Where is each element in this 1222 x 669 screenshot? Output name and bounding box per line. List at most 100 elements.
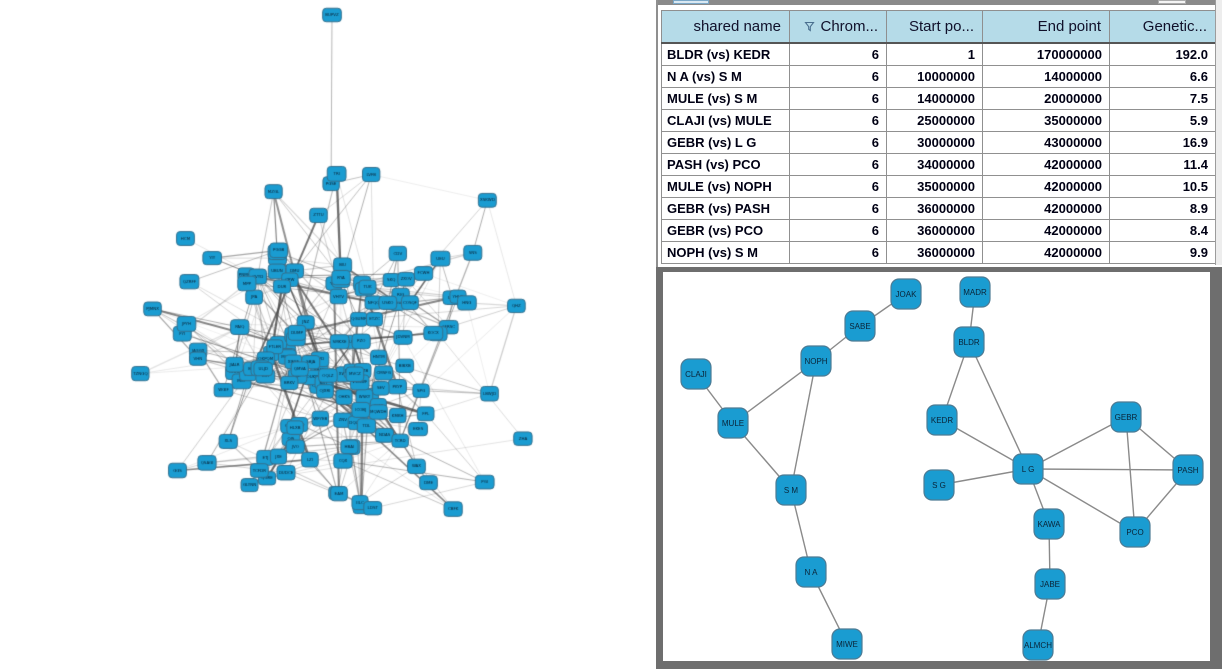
network-node-GEBR[interactable]: GEBR: [1110, 401, 1142, 433]
network-edge-NOPH-SM[interactable]: [790, 360, 817, 491]
node-shape[interactable]: [953, 326, 985, 358]
table-cell[interactable]: 30000000: [886, 131, 983, 154]
node-shape[interactable]: [1022, 629, 1054, 661]
network-node-BLDR[interactable]: BLDR: [953, 326, 985, 358]
node-shape[interactable]: [800, 345, 832, 377]
node-shape[interactable]: [1172, 454, 1204, 486]
table-cell[interactable]: 10000000: [886, 65, 983, 88]
horizontal-scrollbar[interactable]: [658, 0, 1215, 5]
column-header-genetic[interactable]: Genetic...: [1109, 10, 1216, 44]
table-cell[interactable]: 5.9: [1109, 109, 1216, 132]
table-row[interactable]: PASH (vs) PCO 6 34000000 42000000 11.4: [661, 153, 1216, 176]
network-node-PASH[interactable]: PASH: [1172, 454, 1204, 486]
table-cell[interactable]: 6: [789, 42, 887, 66]
network-node-SABE[interactable]: SABE: [844, 310, 876, 342]
network-edge-BLDR-LG[interactable]: [968, 341, 1029, 470]
table-cell[interactable]: 25000000: [886, 109, 983, 132]
table-cell[interactable]: 7.5: [1109, 87, 1216, 110]
table-cell[interactable]: 6: [789, 109, 887, 132]
table-cell[interactable]: 43000000: [982, 131, 1110, 154]
table-cell[interactable]: 20000000: [982, 87, 1110, 110]
network-node-NA[interactable]: N A: [795, 556, 827, 588]
network-node-MADR[interactable]: MADR: [959, 276, 991, 308]
node-shape[interactable]: [831, 628, 863, 660]
table-row[interactable]: GEBR (vs) PCO 6 36000000 42000000 8.4: [661, 219, 1216, 242]
table-cell[interactable]: MULE (vs) S M: [661, 87, 790, 110]
table-cell[interactable]: 6.6: [1109, 65, 1216, 88]
table-cell[interactable]: 42000000: [982, 219, 1110, 242]
table-cell[interactable]: 6: [789, 87, 887, 110]
table-cell[interactable]: 8.9: [1109, 197, 1216, 220]
table-cell[interactable]: 6: [789, 219, 887, 242]
node-shape[interactable]: [926, 404, 958, 436]
table-row[interactable]: CLAJI (vs) MULE 6 25000000 35000000 5.9: [661, 109, 1216, 132]
table-cell[interactable]: CLAJI (vs) MULE: [661, 109, 790, 132]
table-cell[interactable]: 36000000: [886, 241, 983, 264]
table-row[interactable]: BLDR (vs) KEDR 6 1 170000000 192.0: [661, 42, 1216, 66]
table-row[interactable]: N A (vs) S M 6 10000000 14000000 6.6: [661, 65, 1216, 88]
table-cell[interactable]: 6: [789, 241, 887, 264]
node-shape[interactable]: [1034, 568, 1066, 600]
table-row[interactable]: GEBR (vs) L G 6 30000000 43000000 16.9: [661, 131, 1216, 154]
table-cell[interactable]: MULE (vs) NOPH: [661, 175, 790, 198]
table-cell[interactable]: NOPH (vs) S M: [661, 241, 790, 264]
network-node-SM[interactable]: S M: [775, 474, 807, 506]
table-cell[interactable]: 35000000: [886, 175, 983, 198]
network-node-NOPH[interactable]: NOPH: [800, 345, 832, 377]
network-node-KEDR[interactable]: KEDR: [926, 404, 958, 436]
table-cell[interactable]: 11.4: [1109, 153, 1216, 176]
table-cell[interactable]: GEBR (vs) PASH: [661, 197, 790, 220]
node-shape[interactable]: [795, 556, 827, 588]
node-shape[interactable]: [923, 469, 955, 501]
node-shape[interactable]: [680, 358, 712, 390]
table-cell[interactable]: 1: [886, 42, 983, 66]
table-cell[interactable]: 16.9: [1109, 131, 1216, 154]
table-cell[interactable]: GEBR (vs) PCO: [661, 219, 790, 242]
network-edge-LG-PASH[interactable]: [1027, 468, 1189, 471]
table-cell[interactable]: 36000000: [886, 219, 983, 242]
column-header-start-po[interactable]: Start po...: [886, 10, 983, 44]
table-row[interactable]: GEBR (vs) PASH 6 36000000 42000000 8.9: [661, 197, 1216, 220]
table-cell[interactable]: 14000000: [886, 87, 983, 110]
table-cell[interactable]: 170000000: [982, 42, 1110, 66]
network-node-MIWE[interactable]: MIWE: [831, 628, 863, 660]
node-shape[interactable]: [844, 310, 876, 342]
network-node-PCO[interactable]: PCO: [1119, 516, 1151, 548]
table-cell[interactable]: 6: [789, 153, 887, 176]
table-row[interactable]: NOPH (vs) S M 6 36000000 42000000 9.9: [661, 241, 1216, 264]
network-node-JABE[interactable]: JABE: [1034, 568, 1066, 600]
table-row[interactable]: MULE (vs) S M 6 14000000 20000000 7.5: [661, 87, 1216, 110]
table-cell[interactable]: 42000000: [982, 241, 1110, 264]
node-shape[interactable]: [890, 278, 922, 310]
table-cell[interactable]: 36000000: [886, 197, 983, 220]
table-cell[interactable]: PASH (vs) PCO: [661, 153, 790, 176]
node-shape[interactable]: [1033, 508, 1065, 540]
column-header-shared-name[interactable]: shared name: [661, 10, 790, 44]
table-cell[interactable]: 8.4: [1109, 219, 1216, 242]
table-row[interactable]: MULE (vs) NOPH 6 35000000 42000000 10.5: [661, 175, 1216, 198]
network-node-SG[interactable]: S G: [923, 469, 955, 501]
network-node-LG[interactable]: L G: [1012, 453, 1044, 485]
table-cell[interactable]: 192.0: [1109, 42, 1216, 66]
network-edge-GEBR-PCO[interactable]: [1125, 416, 1136, 533]
column-header-chrom[interactable]: Chrom...: [789, 10, 887, 44]
table-cell[interactable]: 42000000: [982, 153, 1110, 176]
node-shape[interactable]: [717, 407, 749, 439]
network-node-MULE[interactable]: MULE: [717, 407, 749, 439]
detail-network-canvas[interactable]: JOAK MADR SABE NOPH BLDR CLAJI MULE KEDR GEBR L G…: [663, 272, 1210, 661]
table-cell[interactable]: N A (vs) S M: [661, 65, 790, 88]
table-cell[interactable]: 42000000: [982, 197, 1110, 220]
node-shape[interactable]: [1119, 516, 1151, 548]
table-cell[interactable]: 6: [789, 197, 887, 220]
scrollbar-thumb[interactable]: [1158, 0, 1186, 4]
network-node-JOAK[interactable]: JOAK: [890, 278, 922, 310]
main-network-canvas[interactable]: [0, 0, 656, 669]
table-cell[interactable]: 35000000: [982, 109, 1110, 132]
table-cell[interactable]: 42000000: [982, 175, 1110, 198]
node-shape[interactable]: [775, 474, 807, 506]
table-cell[interactable]: 6: [789, 131, 887, 154]
table-cell[interactable]: 10.5: [1109, 175, 1216, 198]
node-shape[interactable]: [959, 276, 991, 308]
table-cell[interactable]: 14000000: [982, 65, 1110, 88]
table-cell[interactable]: BLDR (vs) KEDR: [661, 42, 790, 66]
